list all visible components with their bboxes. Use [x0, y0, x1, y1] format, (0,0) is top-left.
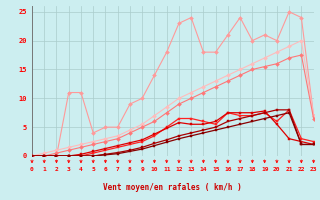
X-axis label: Vent moyen/en rafales ( km/h ): Vent moyen/en rafales ( km/h ) — [103, 183, 242, 192]
